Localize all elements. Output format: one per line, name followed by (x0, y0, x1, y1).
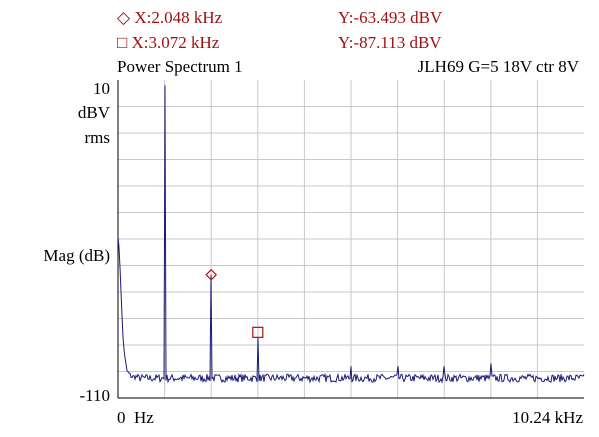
x-axis-left-label: 0 Hz (117, 408, 154, 428)
square-marker-icon: □ (117, 33, 128, 52)
diamond-marker-icon: ◇ (117, 8, 131, 27)
y-axis-top-label: 10 (93, 79, 110, 98)
marker2-y-readout: Y:-87.113 dBV (338, 33, 442, 52)
y-unit-rms: rms (84, 128, 111, 147)
marker2-x-readout: □ X:3.072 kHz (117, 33, 219, 53)
marker-symbols (205, 268, 264, 338)
y-axis-bottom-label: -110 (79, 386, 110, 405)
plot-grid (118, 80, 584, 398)
square-marker-icon (252, 326, 264, 338)
marker1-y-readout: Y:-63.493 dBV (338, 8, 443, 27)
marker1-x-value: X:2.048 kHz (134, 8, 223, 27)
x-axis-start-unit: Hz (134, 408, 154, 427)
plot-subtitle: JLH69 G=5 18V ctr 8V (417, 57, 579, 76)
spectrum-trace (117, 85, 585, 384)
y-unit-dbv: dBV (77, 103, 110, 122)
plot-title: Power Spectrum 1 (117, 57, 243, 76)
diamond-marker-icon (205, 268, 218, 281)
marker2-x-value: X:3.072 kHz (131, 33, 220, 52)
x-axis-right-label: 10.24 kHz (512, 408, 583, 427)
x-axis-start-value: 0 (117, 408, 126, 427)
marker1-x-readout: ◇ X:2.048 kHz (117, 8, 222, 28)
y-axis-label: Mag (dB) (43, 246, 110, 265)
